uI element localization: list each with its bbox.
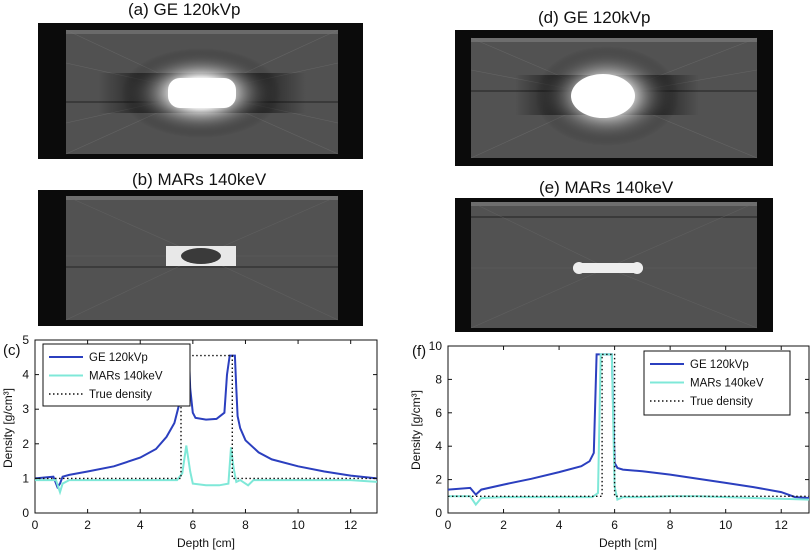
x-tick-label: 6 [190,518,197,532]
x-tick-label: 12 [344,518,358,532]
y-tick-label: 0 [22,506,29,520]
y-tick-label: 0 [435,506,442,520]
x-tick-label: 10 [719,518,733,532]
x-tick-label: 10 [291,518,305,532]
ct-image-b [38,190,363,326]
x-tick-label: 8 [667,518,674,532]
y-tick-label: 8 [435,372,442,386]
panel-label: (c) [3,342,21,359]
x-axis-label: Depth [cm] [599,536,657,550]
x-tick-label: 4 [137,518,144,532]
legend-label-1: MARs 140keV [690,378,764,390]
legend-label-1: MARs 140keV [89,371,163,383]
y-tick-label: 2 [435,473,442,487]
x-tick-label: 6 [611,518,618,532]
legend-label-2: True density [690,396,753,408]
plot-frame [34,339,378,514]
y-tick-label: 4 [22,368,29,382]
x-tick-label: 12 [775,518,789,532]
y-tick-label: 4 [435,439,442,453]
y-tick-label: 10 [429,339,443,353]
y-tick-label: 6 [435,406,442,420]
y-tick-label: 1 [22,471,29,485]
x-tick-label: 4 [556,518,563,532]
series-line-0 [35,354,377,490]
series-line-2 [448,353,809,497]
y-tick-label: 2 [22,437,29,451]
y-tick-label: 3 [22,402,29,416]
legend-label-0: GE 120kVp [89,352,148,364]
y-tick-label: 5 [22,333,29,347]
x-tick-label: 2 [500,518,507,532]
y-axis-label: Density [g/cm³] [409,390,423,470]
panel-a-title: (a) GE 120kVp [128,0,241,19]
chart-1: 0 2 4 6 8 10 12 0 2 4 6 8 10 Depth [cm] Density [g/cm³… [409,339,810,550]
x-tick-label: 0 [445,518,452,532]
x-tick-label: 0 [32,518,39,532]
ct-image-d [455,30,773,166]
panel-label: (f) [412,343,426,360]
panel-d-title: (d) GE 120kVp [538,8,651,27]
legend: GE 120kVp MARs 140keV True density [42,343,191,407]
panel-e-title: (e) MARs 140keV [539,178,674,197]
x-axis-label: Depth [cm] [177,536,235,550]
legend-label-0: GE 120kVp [690,359,749,371]
legend: GE 120kVp MARs 140keV True density [643,350,791,416]
ct-image-a [38,23,363,159]
y-axis-label: Density [g/cm³] [1,388,15,468]
series-line-1 [35,445,377,496]
x-tick-label: 2 [84,518,91,532]
ct-image-e [455,198,773,332]
panel-b-title: (b) MARs 140keV [132,170,267,189]
x-tick-label: 8 [242,518,249,532]
legend-label-2: True density [89,389,152,401]
